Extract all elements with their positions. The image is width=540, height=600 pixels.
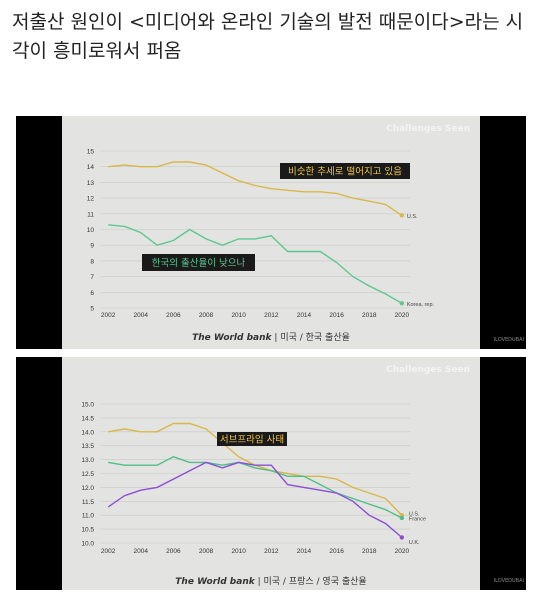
y-tick-label: 13.5 [81, 443, 94, 450]
y-tick-label: 10.0 [81, 541, 94, 548]
caption-source: The World bank [192, 333, 272, 343]
caption-description: 미국 / 한국 출산율 [280, 333, 350, 343]
x-tick-label: 2020 [395, 312, 410, 319]
chart-screen-1: 15 14 13 12 11 10 9 8 7 6 5 2002 2004 2006 2008 2010 201… [62, 116, 480, 349]
y-tick-label: 15 [87, 149, 95, 156]
y-tick-label: 11 [87, 211, 94, 218]
series-end-marker [399, 515, 405, 521]
x-tick-label: 2006 [166, 312, 181, 319]
chart-caption-2: The World bank | 미국 / 프랑스 / 영국 출산율 [62, 574, 480, 587]
y-tick-label: 11.5 [82, 499, 95, 506]
y-tick-label: 10 [87, 227, 95, 234]
caption-description: 미국 / 프랑스 / 영국 출산율 [263, 577, 367, 587]
series-label: U.K. [409, 540, 420, 546]
post-title: 저출산 원인이 <미디어와 온라인 기술의 발전 때문이다>라는 시각이 흥미로… [12, 11, 524, 62]
x-tick-label: 2016 [329, 548, 344, 555]
series-label: Korea, rep. [407, 302, 435, 308]
series-end-marker [399, 535, 405, 540]
x-tick-label: 2020 [395, 548, 410, 555]
chart-screen-2: 15.0 14.5 14.0 13.5 13.0 12.5 12.0 11.5 11.0 10.5… [62, 357, 480, 590]
caption-source: The World bank [175, 577, 255, 587]
y-tick-label: 12 [87, 196, 95, 203]
y-tick-label: 6 [90, 290, 94, 297]
x-tick-label: 2014 [297, 312, 312, 319]
y-tick-label: 9 [90, 243, 94, 250]
x-tick-label: 2018 [362, 312, 377, 319]
y-tick-label: 8 [90, 258, 94, 265]
y-tick-label: 11.0 [82, 513, 95, 520]
x-tick-label: 2004 [134, 548, 149, 555]
series-line [108, 456, 403, 519]
annotation-text: 비슷한 추세로 떨어지고 있음 [288, 166, 402, 178]
annotation-text: 서브프라임 사태 [220, 434, 284, 446]
y-tick-label: 13 [87, 180, 95, 187]
x-tick-label: 2010 [231, 312, 246, 319]
series-end-marker [399, 213, 405, 218]
x-tick-label: 2002 [101, 548, 116, 555]
series-label: U.S. [407, 214, 418, 220]
x-tick-label: 2004 [134, 312, 149, 319]
x-tick-label: 2014 [297, 548, 312, 555]
x-tick-label: 2010 [231, 548, 246, 555]
watermark: Challenges Seen [386, 124, 470, 134]
y-tick-label: 13.0 [81, 457, 94, 464]
y-tick-label: 12.5 [81, 471, 94, 478]
y-tick-label: 5 [90, 306, 94, 313]
x-tick-label: 2002 [101, 312, 116, 319]
video-frame-1[interactable]: 15 14 13 12 11 10 9 8 7 6 5 2002 2004 2006 2008 2010 201… [16, 116, 526, 349]
x-tick-label: 2006 [166, 548, 181, 555]
y-tick-label: 12.0 [81, 485, 94, 492]
y-tick-label: 10.5 [81, 527, 94, 534]
corner-tag: ILOVEDUBAI [493, 337, 524, 343]
series-line [108, 224, 403, 304]
x-tick-label: 2008 [199, 548, 214, 555]
caption-separator: | [257, 577, 261, 587]
chart-us-france-uk: 15.0 14.5 14.0 13.5 13.0 12.5 12.0 11.5 11.0 10.5… [81, 402, 426, 556]
y-tick-label: 14.0 [81, 429, 94, 436]
y-tick-label: 14 [87, 164, 95, 171]
x-tick-label: 2012 [264, 312, 279, 319]
series-label: France [409, 516, 426, 522]
annotation-box [142, 254, 255, 271]
series-line [108, 161, 403, 216]
series-end-marker [399, 301, 405, 306]
x-tick-label: 2008 [199, 312, 214, 319]
annotation-text: 한국의 출산율이 낮으나 [152, 258, 246, 269]
chart-us-korea: 15 14 13 12 11 10 9 8 7 6 5 2002 2004 2006 2008 2010 201… [87, 149, 435, 320]
watermark: Challenges Seen [386, 365, 470, 375]
caption-separator: | [274, 333, 278, 343]
corner-tag: ILOVEDUBAI [493, 578, 524, 584]
y-tick-label: 7 [90, 274, 94, 281]
y-tick-label: 15.0 [81, 402, 94, 409]
annotation-box [217, 432, 287, 446]
video-frame-2[interactable]: 15.0 14.5 14.0 13.5 13.0 12.5 12.0 11.5 11.0 10.5… [16, 357, 526, 590]
series-label: U.S. [409, 512, 420, 518]
series-line [107, 461, 403, 538]
x-tick-label: 2016 [329, 312, 344, 319]
x-tick-label: 2012 [264, 548, 279, 555]
chart-caption-1: The World bank | 미국 / 한국 출산율 [62, 330, 480, 343]
x-tick-label: 2018 [362, 548, 377, 555]
y-tick-label: 14.5 [81, 415, 94, 422]
annotation-box [280, 163, 410, 179]
